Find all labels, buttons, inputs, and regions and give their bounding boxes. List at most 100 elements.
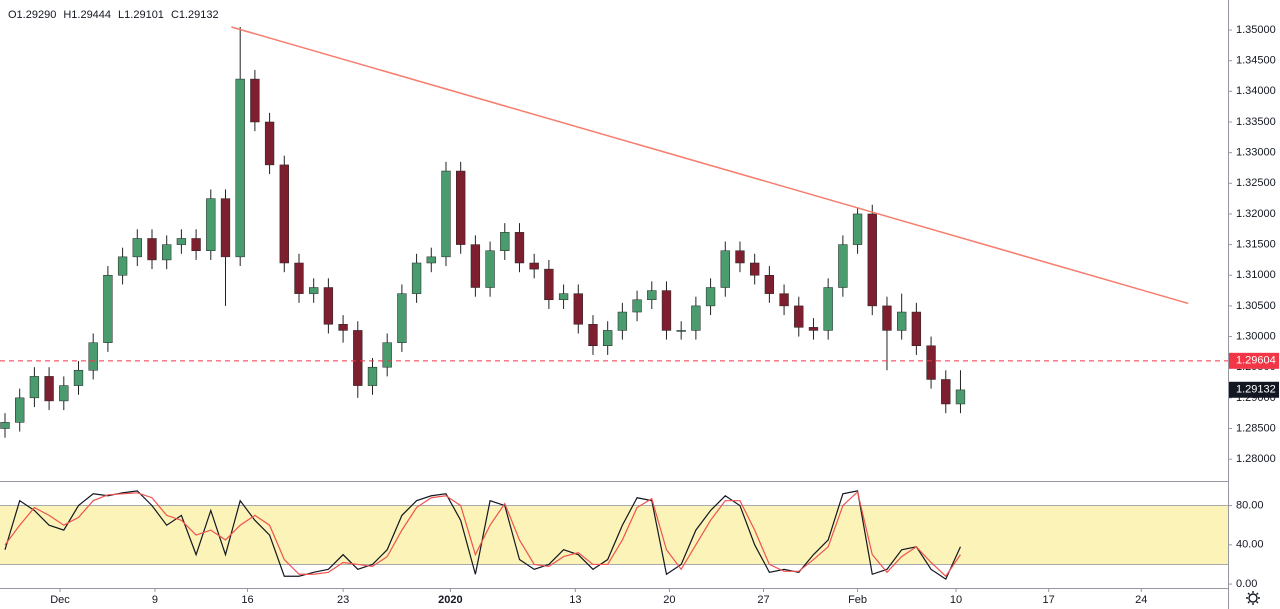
x-tick-label: 23	[337, 594, 349, 606]
y-tick-label: 1.28500	[1236, 422, 1276, 434]
candle-body	[426, 256, 436, 264]
candle-body	[676, 330, 686, 332]
y-tick-label: 1.34000	[1236, 85, 1276, 97]
y-tick-label: 1.30500	[1236, 300, 1276, 312]
candle-body	[735, 250, 745, 264]
candle-body	[206, 198, 216, 251]
candle-body	[852, 213, 863, 245]
x-tick-label: 20	[663, 594, 675, 606]
oscillator-line	[4, 490, 961, 578]
candle-body	[441, 170, 451, 258]
candle-body	[44, 376, 54, 402]
candle-body	[720, 250, 730, 288]
candle-body	[191, 238, 201, 251]
y-tick-label: 1.31000	[1236, 269, 1276, 281]
candle-body	[705, 287, 716, 307]
candle-body	[73, 370, 84, 386]
candle-body	[897, 311, 907, 331]
y-tick-label: 1.34500	[1236, 55, 1276, 67]
candle-body	[588, 324, 598, 346]
y-tick-label: 0.00	[1236, 578, 1257, 590]
candle-body	[647, 290, 657, 301]
candle-body	[867, 213, 877, 307]
ohlc-value: O1.29290	[8, 9, 56, 21]
candle-body	[176, 238, 187, 245]
y-tick-label: 1.32000	[1236, 208, 1276, 220]
candle-body	[15, 397, 25, 423]
price-label: 1.29132	[1236, 384, 1276, 396]
candle-body	[911, 311, 922, 346]
candle-body	[661, 290, 672, 331]
candle-body	[323, 287, 334, 325]
candle-body	[603, 330, 613, 346]
candle-body	[691, 305, 701, 331]
candle-body	[411, 262, 422, 294]
candle-body	[882, 305, 892, 331]
candle-body	[117, 256, 128, 276]
ohlc-value: H1.29444	[63, 9, 111, 21]
candle-body	[500, 232, 510, 251]
price-label: 1.29604	[1236, 355, 1276, 367]
candle-body	[59, 385, 69, 402]
x-tick-label: 24	[1135, 594, 1147, 606]
candle-body	[279, 164, 289, 264]
ohlc-value: L1.29101	[118, 9, 164, 21]
candle-body	[162, 244, 172, 261]
candle-body	[558, 293, 569, 301]
x-tick-label: Feb	[848, 594, 867, 606]
candle-body	[808, 327, 819, 331]
y-tick-label: 1.35000	[1236, 24, 1276, 36]
y-tick-label: 1.33500	[1236, 116, 1276, 128]
settings-icon[interactable]	[1246, 591, 1260, 605]
candle-body	[338, 324, 348, 331]
candle-body	[250, 78, 260, 123]
x-tick-label: 17	[1043, 594, 1055, 606]
candle-body	[103, 274, 113, 343]
candle-body	[147, 238, 157, 261]
candle-body	[632, 299, 642, 313]
candle-body	[367, 366, 378, 386]
candle-body	[470, 244, 481, 288]
candle-body	[220, 198, 231, 258]
candle-body	[955, 389, 966, 405]
y-tick-label: 1.30000	[1236, 330, 1276, 342]
candle-body	[823, 287, 833, 331]
candle-body	[926, 345, 936, 380]
x-tick-label: 9	[152, 594, 158, 606]
candle-body	[941, 379, 951, 405]
candle-body	[617, 311, 628, 331]
candle-body	[88, 342, 98, 371]
candle-body	[456, 170, 466, 245]
candle-body	[514, 232, 525, 264]
candle-body	[382, 342, 392, 368]
x-tick-label: 16	[241, 594, 253, 606]
y-tick-label: 1.33000	[1236, 147, 1276, 159]
x-tick-label: 2020	[438, 594, 462, 606]
x-tick-label: 10	[950, 594, 962, 606]
y-tick-label: 1.31500	[1236, 239, 1276, 251]
trend-line	[231, 26, 1189, 305]
candle-body	[779, 293, 789, 307]
candle-body	[264, 121, 275, 166]
candle-body	[485, 250, 495, 288]
price-label-box	[1229, 381, 1279, 398]
candle-body	[750, 262, 760, 276]
candle-body	[529, 262, 539, 270]
candle-body	[132, 238, 142, 258]
x-tick-label: Dec	[50, 594, 70, 606]
price-label-box	[1229, 352, 1279, 369]
band	[0, 505, 1228, 565]
y-tick-label: 1.28000	[1236, 453, 1276, 465]
y-tick-label: 1.32500	[1236, 177, 1276, 189]
candle-body	[235, 78, 245, 258]
y-tick-label: 80.00	[1236, 499, 1264, 511]
y-tick-label: 40.00	[1236, 539, 1264, 551]
candle-body	[544, 268, 554, 301]
candle-body	[353, 330, 363, 386]
x-tick-label: 27	[757, 594, 769, 606]
candle-body	[294, 262, 304, 294]
candle-body	[838, 244, 848, 288]
candle-body	[0, 422, 10, 429]
candle-body	[397, 293, 407, 343]
